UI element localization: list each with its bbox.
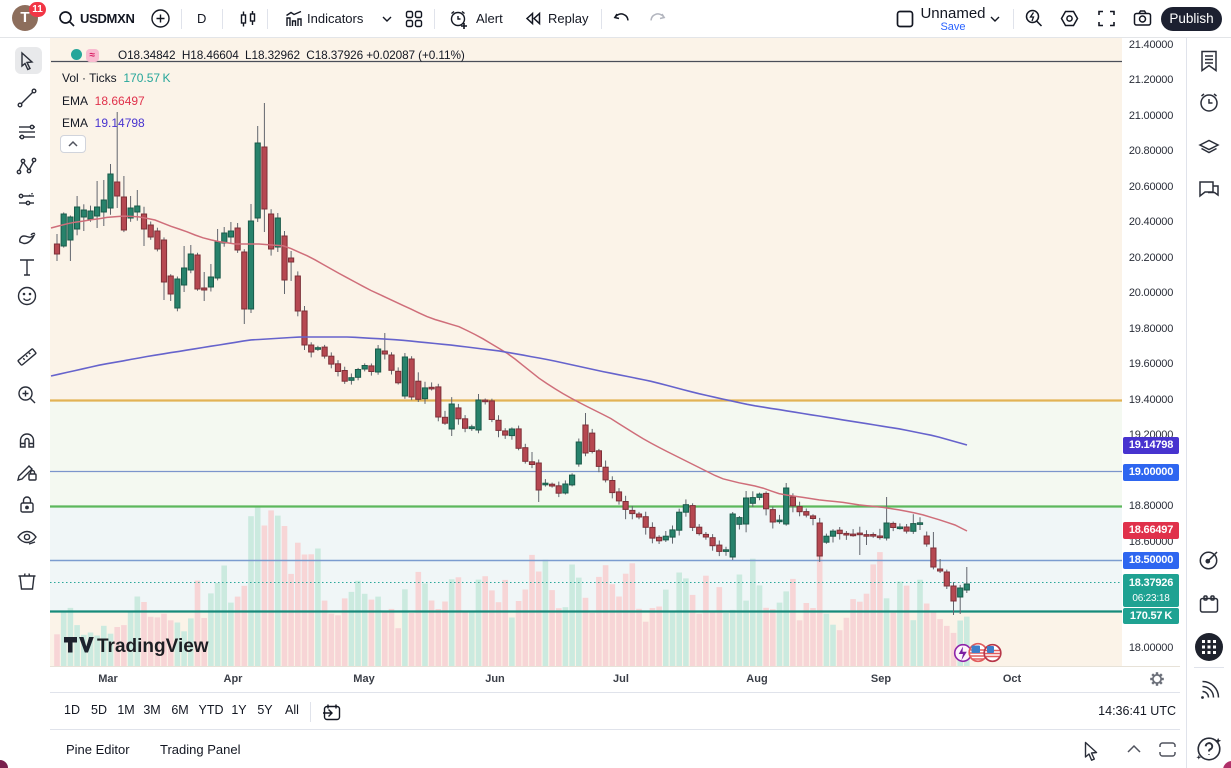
- svg-text:TradingView: TradingView: [97, 636, 209, 657]
